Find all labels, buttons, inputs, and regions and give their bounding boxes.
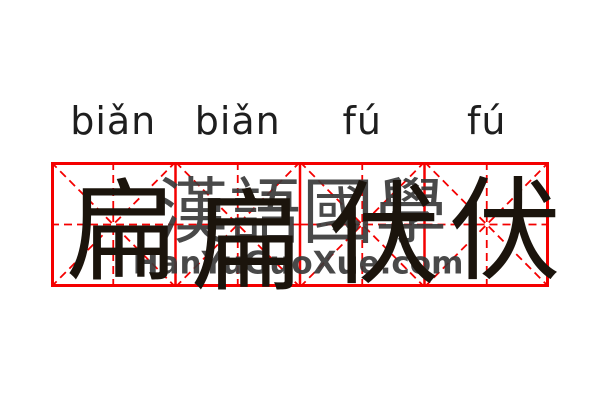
- pinyin-syllable: fú: [342, 99, 382, 143]
- mizige-grid-lines: [51, 162, 549, 287]
- pinyin-syllable: biǎn: [194, 99, 281, 143]
- watermark-site-name: 漢語國學: [155, 170, 449, 254]
- hanzi-character: 伏: [449, 167, 561, 297]
- hanzi-character: 扁: [66, 168, 178, 298]
- pinyin-row: biǎn biǎn fú fú: [51, 98, 549, 144]
- pinyin-syllable: biǎn: [70, 99, 157, 143]
- hanzi-character: 扁: [191, 178, 303, 308]
- hanzi-character: 伏: [328, 171, 440, 301]
- pinyin-syllable: fú: [467, 99, 507, 143]
- watermark-site-url: HanYuGuoXue.com: [132, 245, 464, 282]
- mizige-grid: [51, 162, 549, 287]
